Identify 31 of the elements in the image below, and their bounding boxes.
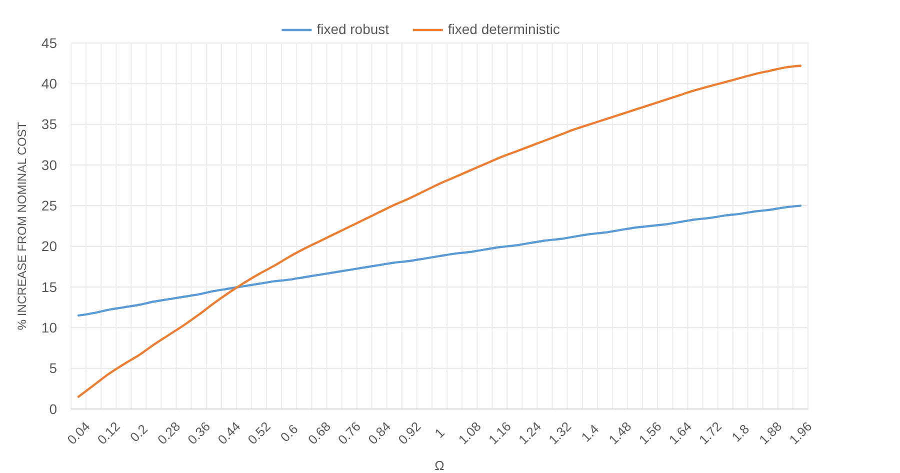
x-tick-label: 0.68 [304, 418, 334, 448]
y-tick-label: 5 [49, 360, 58, 376]
x-tick-label: 0.36 [184, 418, 214, 448]
x-tick-label: 0.28 [154, 418, 184, 448]
x-tick-label: 0.04 [64, 418, 93, 448]
legend-label: fixed deterministic [448, 21, 560, 37]
y-tick-label: 25 [41, 198, 58, 214]
x-tick-label: 0.52 [244, 418, 274, 448]
x-tick-label: 1.8 [728, 421, 752, 445]
x-tick-label: 0.44 [214, 418, 244, 448]
line-series [77, 204, 802, 317]
x-tick-label: 0.6 [277, 421, 301, 445]
line-series [77, 64, 802, 398]
y-tick-label: 15 [41, 278, 58, 295]
x-tick-label: 1 [432, 425, 448, 441]
y-tick-label: 10 [41, 320, 58, 336]
y-tick-label: 40 [41, 76, 58, 92]
x-axis-title: Ω [434, 458, 445, 473]
x-tick-label: 0.76 [335, 418, 364, 448]
y-tick-label: 30 [41, 156, 58, 173]
y-axis-title: % INCREASE FROM NOMINAL COST [15, 121, 29, 330]
y-tick-label: 35 [41, 116, 58, 132]
x-tick-label: 0.12 [94, 418, 123, 448]
x-tick-label: 0.92 [395, 418, 424, 448]
y-tick-label: 20 [41, 238, 58, 254]
x-tick-label: 0.2 [127, 421, 150, 445]
x-tick-label: 1.4 [578, 421, 602, 445]
legend-label: fixed robust [316, 21, 390, 37]
y-tick-label: 0 [49, 400, 58, 417]
y-tick-label: 45 [41, 34, 58, 51]
x-tick-label: 0.84 [365, 418, 394, 448]
